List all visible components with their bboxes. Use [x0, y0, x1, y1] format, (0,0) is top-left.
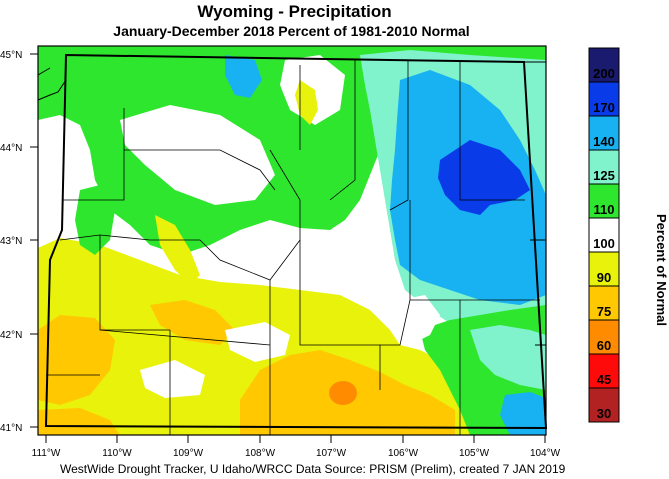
colorbar-swatch	[588, 149, 620, 185]
colorbar-swatch	[588, 251, 620, 287]
colorbar-tick-label: 30	[597, 406, 611, 421]
precip-field	[38, 46, 546, 435]
lon-label-110: 110°W	[102, 448, 132, 459]
region-dry-west	[38, 315, 115, 405]
lon-label-109: 109°W	[173, 448, 204, 459]
lon-label-104: 104°W	[530, 448, 561, 459]
region-extreme-above	[438, 140, 530, 215]
region-much-above-se-corner	[500, 392, 546, 435]
colorbar-tick-label: 45	[597, 372, 611, 387]
map-subtitle: January-December 2018 Percent of 1981-20…	[0, 23, 669, 39]
colorbar-tick-label: 170	[593, 100, 615, 115]
colorbar-tick-label: 90	[597, 270, 611, 285]
region-below-normal-bighorn	[295, 80, 318, 125]
lon-label-107: 107°W	[316, 448, 347, 459]
lat-label-44: 44°N	[0, 143, 22, 154]
longitude-axis: 111°W 110°W 109°W 108°W 107°W 106°W 105°…	[32, 435, 561, 459]
region-normal-north-1	[120, 105, 275, 205]
lat-label-43: 43°N	[0, 236, 22, 247]
colorbar-tick-label: 75	[597, 304, 611, 319]
latitude-axis: 45°N 44°N 43°N 42°N 41°N	[0, 50, 38, 434]
colorbar-swatch	[588, 319, 620, 355]
map-subtitle-text: January-December 2018 Percent of 1981-20…	[113, 23, 470, 39]
lat-label-45: 45°N	[0, 50, 22, 61]
lon-label-106: 106°W	[388, 448, 419, 459]
colorbar-swatch	[588, 81, 620, 117]
lon-label-105: 105°W	[459, 448, 490, 459]
lat-label-41: 41°N	[0, 423, 22, 434]
colorbar-tick-label: 200	[593, 66, 615, 81]
region-very-dry-spot	[329, 381, 357, 405]
colorbar-tick-label: 125	[593, 168, 615, 183]
colorbar-tick-label: 100	[593, 236, 615, 251]
map-title-text: Wyoming - Precipitation	[197, 2, 392, 21]
map-title: Wyoming - Precipitation	[0, 2, 669, 22]
county-boundaries	[46, 60, 540, 435]
region-normal-pocket-2	[225, 322, 290, 362]
colorbar-swatch	[588, 47, 620, 83]
colorbar: 200 170 140 125 110 100 90 75 60 45 30	[588, 47, 620, 423]
colorbar-tick-label: 110	[594, 202, 615, 217]
region-dry-west-band	[150, 300, 235, 345]
region-dry-sw-corner	[38, 408, 120, 435]
region-below-normal-wind-river	[155, 215, 200, 285]
region-above-normal-west-fringe	[75, 185, 115, 255]
region-normal-yellowstone	[38, 125, 85, 215]
region-much-above-north-tip	[225, 55, 262, 98]
lon-label-111: 111°W	[32, 448, 61, 459]
region-normal-southeast	[395, 295, 440, 345]
region-above-normal-se-aqua	[470, 325, 546, 390]
colorbar-swatch	[588, 115, 620, 151]
colorbar-tick-label: 60	[597, 338, 611, 353]
map-footer-credit: WestWide Drought Tracker, U Idaho/WRCC D…	[60, 462, 566, 476]
colorbar-swatch	[588, 387, 620, 423]
colorbar-swatch	[588, 285, 620, 321]
colorbar-swatch	[588, 353, 620, 389]
region-normal-pocket-1	[140, 360, 205, 398]
colorbar-tick-label: 140	[593, 134, 615, 149]
colorbar-title: Percent of Normal	[654, 214, 669, 326]
lon-label-108: 108°W	[245, 448, 276, 459]
lat-label-42: 42°N	[0, 330, 22, 341]
